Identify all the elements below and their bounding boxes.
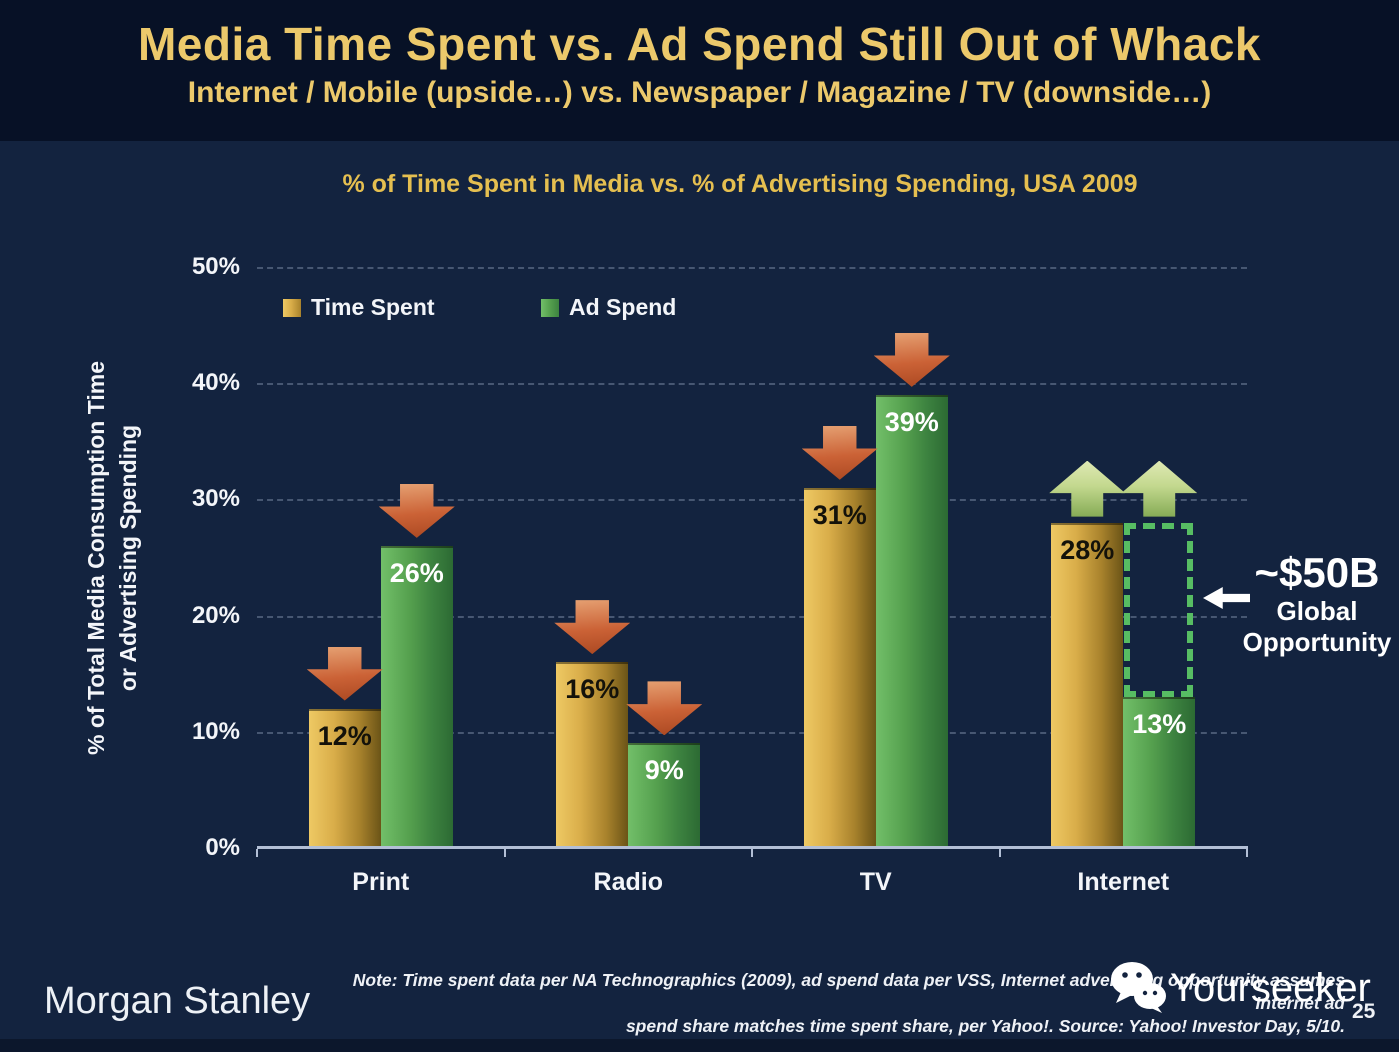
morgan-stanley-logo: Morgan Stanley	[44, 980, 311, 1022]
y-tick-40: 40%	[191, 369, 240, 397]
trend-down-arrow-icon	[873, 332, 950, 387]
bar-ad-spend-tv: 39%	[875, 394, 948, 848]
y-tick-20: 20%	[191, 601, 240, 629]
page-title: Media Time Spent vs. Ad Spend Still Out …	[137, 18, 1262, 70]
x-axis-tick	[503, 849, 506, 857]
gridline-20	[257, 615, 1247, 618]
source-note-line1: Note: Time spent data per NA Technograph…	[352, 970, 1345, 1013]
opportunity-label-line1: Global	[1276, 596, 1358, 626]
trend-down-arrow-icon	[801, 425, 878, 480]
trend-down-arrow-icon	[554, 600, 631, 655]
bar-value-label: 31%	[812, 499, 867, 530]
watermark: Yourseeker	[1108, 960, 1371, 1014]
trend-up-arrow-icon	[1049, 460, 1126, 517]
gridline-10	[257, 731, 1247, 734]
bar-ad-spend-print: 26%	[380, 545, 453, 848]
legend-item-time-spent: Time Spent	[283, 294, 435, 321]
trend-down-arrow-icon	[626, 681, 703, 736]
y-tick-10: 10%	[191, 717, 240, 745]
legend-swatch-ad-spend	[541, 298, 559, 317]
opportunity-label-line2: Opportunity	[1242, 627, 1392, 657]
bar-ad-spend-radio: 9%	[628, 743, 701, 848]
y-tick-30: 30%	[191, 485, 240, 513]
bar-value-label: 39%	[884, 406, 939, 437]
bar-time-spent-print: 12%	[308, 708, 381, 848]
trend-down-arrow-icon	[306, 646, 383, 701]
source-note-line2: spend share matches time spent share, pe…	[625, 1016, 1345, 1036]
x-axis-tick	[998, 849, 1001, 857]
legend-swatch-time-spent	[283, 298, 301, 317]
source-note: Note: Time spent data per NA Technograph…	[320, 969, 1345, 1038]
y-axis-title-line2: or Advertising Spending	[115, 424, 141, 692]
watermark-text: Yourseeker	[1170, 966, 1371, 1010]
wechat-icon	[1111, 962, 1166, 1013]
x-axis-tick	[256, 849, 258, 857]
category-label-radio: Radio	[593, 868, 663, 896]
x-axis-tick	[1246, 849, 1248, 857]
legend-label-time-spent: Time Spent	[311, 294, 435, 320]
legend-item-ad-spend: Ad Spend	[541, 294, 676, 321]
bar-value-label: 16%	[565, 674, 620, 705]
bar-time-spent-tv: 31%	[803, 487, 876, 848]
bar-value-label: 9%	[644, 755, 684, 786]
bar-value-label: 26%	[389, 557, 444, 588]
category-label-tv: TV	[859, 868, 892, 896]
page-number: 25	[1352, 1000, 1376, 1023]
bar-time-spent-radio: 16%	[556, 662, 629, 848]
opportunity-gap-rect	[1124, 522, 1194, 697]
bar-value-label: 12%	[317, 720, 372, 751]
bar-value-label: 13%	[1132, 708, 1187, 739]
trend-up-arrow-icon	[1121, 460, 1198, 517]
header: Media Time Spent vs. Ad Spend Still Out …	[0, 0, 1399, 141]
bar-value-label: 28%	[1060, 534, 1115, 565]
x-axis-line	[257, 846, 1248, 849]
bar-time-spent-internet: 28%	[1051, 522, 1124, 848]
y-axis-title: % of Total Media Consumption Time or Adv…	[80, 361, 144, 755]
legend-label-ad-spend: Ad Spend	[569, 294, 677, 320]
gridline-50	[257, 267, 1247, 269]
y-tick-0: 0%	[205, 834, 240, 861]
gridline-40	[257, 383, 1247, 386]
category-label-internet: Internet	[1077, 868, 1170, 896]
x-axis-tick	[751, 849, 753, 857]
bar-ad-spend-internet: 13%	[1123, 696, 1196, 848]
gridline-30	[257, 499, 1247, 502]
category-label-print: Print	[352, 868, 410, 896]
chart-title: % of Time Spent in Media vs. % of Advert…	[342, 170, 1138, 198]
page-subtitle: Internet / Mobile (upside…) vs. Newspape…	[187, 76, 1212, 109]
trend-down-arrow-icon	[378, 483, 455, 538]
y-tick-50: 50%	[191, 253, 240, 280]
y-axis-title-line1: % of Total Media Consumption Time	[83, 361, 109, 755]
opportunity-value: ~$50B	[1254, 549, 1380, 596]
bottom-strip	[0, 1039, 1399, 1052]
